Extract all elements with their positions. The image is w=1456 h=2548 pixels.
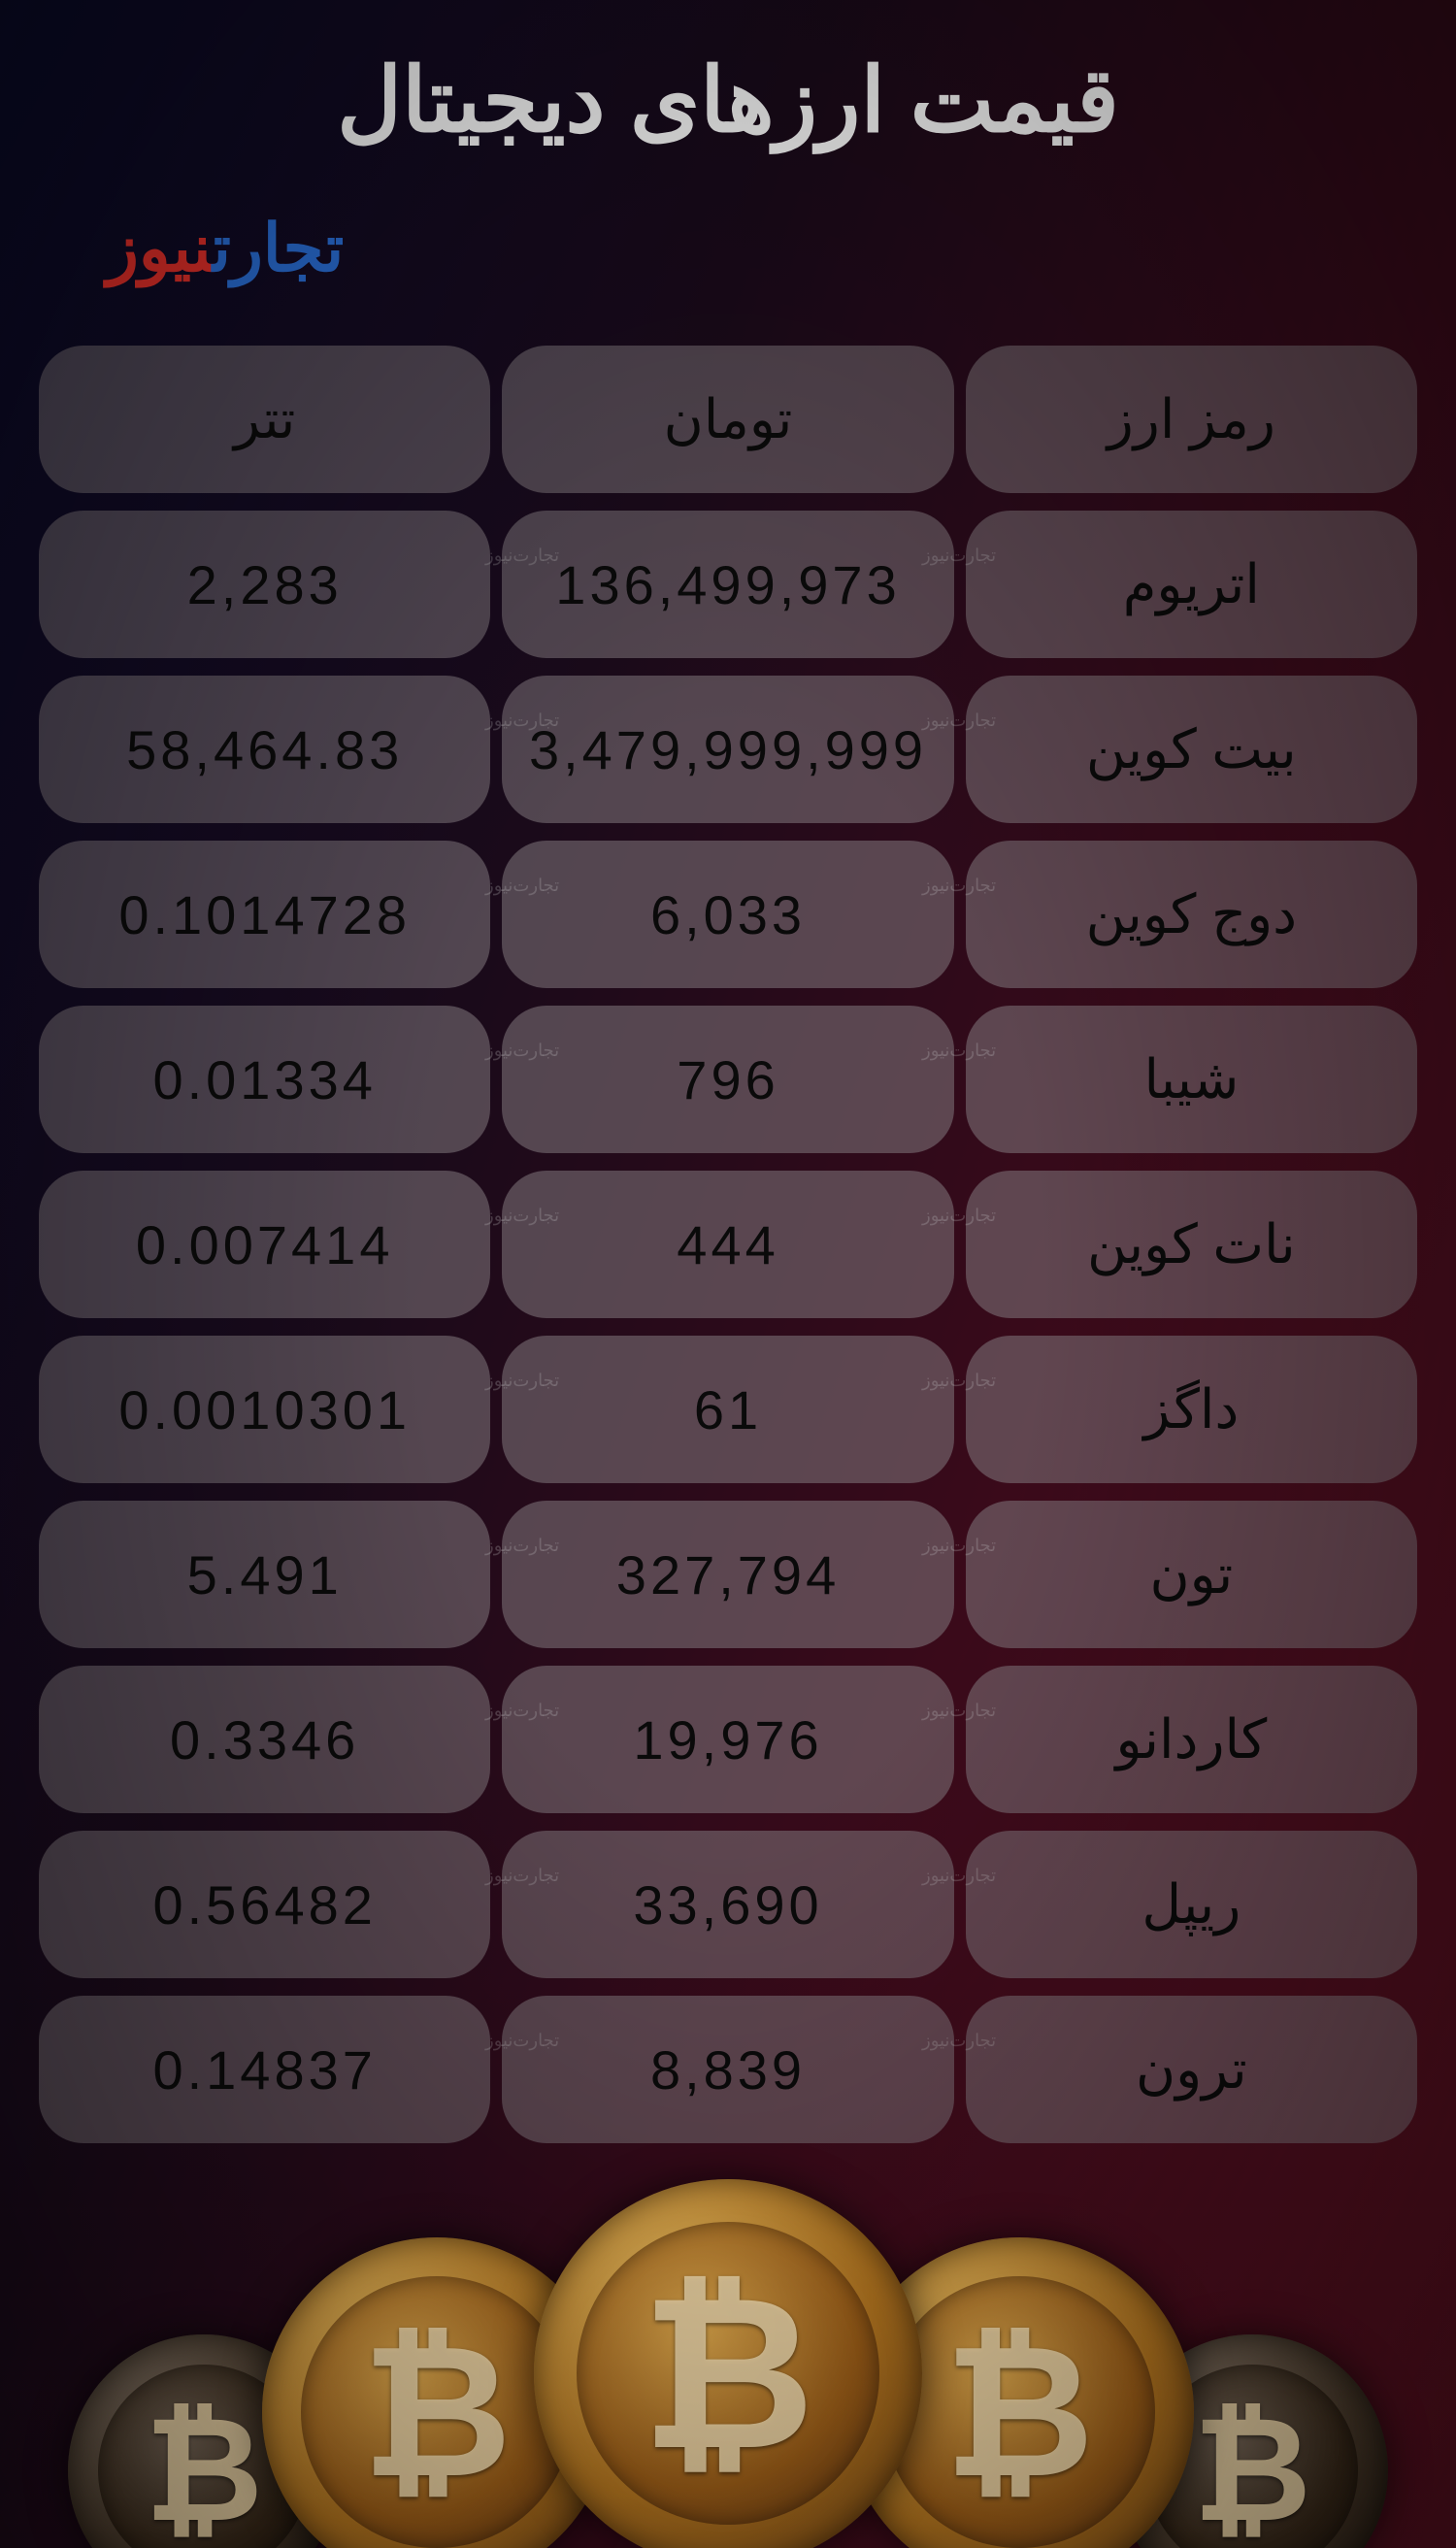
watermark: تجارت‌نیوز xyxy=(485,1701,559,1721)
currency-name: داگز xyxy=(966,1336,1417,1483)
currency-name: ریپل xyxy=(966,1831,1417,1978)
watermark: تجارت‌نیوز xyxy=(485,1041,559,1061)
currency-name: ترون xyxy=(966,1996,1417,2143)
watermark: تجارت‌نیوز xyxy=(485,1371,559,1391)
currency-name: تون xyxy=(966,1501,1417,1648)
table-row: بیت کوین 3,479,999,999 58,464.83 xyxy=(39,676,1417,823)
price-tether: 0.0010301 xyxy=(39,1336,490,1483)
price-toman: 327,794 xyxy=(502,1501,953,1648)
watermark: تجارت‌نیوز xyxy=(922,1536,996,1556)
watermark: تجارت‌نیوز xyxy=(922,2031,996,2051)
table-row: ریپل 33,690 0.56482 xyxy=(39,1831,1417,1978)
table-row: کاردانو 19,976 0.3346 xyxy=(39,1666,1417,1813)
watermark: تجارت‌نیوز xyxy=(485,546,559,566)
price-tether: 2,283 xyxy=(39,511,490,658)
price-toman: 61 xyxy=(502,1336,953,1483)
table-row: شیبا 796 0.01334 xyxy=(39,1006,1417,1153)
price-tether: 5.491 xyxy=(39,1501,490,1648)
table-row: نات کوین 444 0.007414 xyxy=(39,1171,1417,1318)
watermark: تجارت‌نیوز xyxy=(922,1701,996,1721)
watermark: تجارت‌نیوز xyxy=(922,1041,996,1061)
price-tether: 0.01334 xyxy=(39,1006,490,1153)
table-header-row: رمز ارز تومان تتر xyxy=(39,346,1417,493)
watermark: تجارت‌نیوز xyxy=(922,1866,996,1886)
currency-name: نات کوین xyxy=(966,1171,1417,1318)
price-toman: 8,839 xyxy=(502,1996,953,2143)
price-toman: 136,499,973 xyxy=(502,511,953,658)
currency-name: شیبا xyxy=(966,1006,1417,1153)
price-toman: 19,976 xyxy=(502,1666,953,1813)
table-row: اتریوم 136,499,973 2,283 xyxy=(39,511,1417,658)
logo-part-2: نیوز xyxy=(107,212,213,285)
watermark: تجارت‌نیوز xyxy=(485,2031,559,2051)
page-title: قیمت ارزهای دیجیتال xyxy=(39,49,1417,152)
crypto-price-table: رمز ارز تومان تتر اتریوم 136,499,973 2,2… xyxy=(39,346,1417,2143)
col-header-tether: تتر xyxy=(39,346,490,493)
watermark: تجارت‌نیوز xyxy=(922,1371,996,1391)
currency-name: اتریوم xyxy=(966,511,1417,658)
currency-name: کاردانو xyxy=(966,1666,1417,1813)
price-tether: 0.3346 xyxy=(39,1666,490,1813)
price-tether: 58,464.83 xyxy=(39,676,490,823)
watermark: تجارت‌نیوز xyxy=(922,876,996,896)
table-row: ترون 8,839 0.14837 xyxy=(39,1996,1417,2143)
price-toman: 444 xyxy=(502,1171,953,1318)
currency-name: بیت کوین xyxy=(966,676,1417,823)
watermark: تجارت‌نیوز xyxy=(485,1866,559,1886)
price-tether: 0.007414 xyxy=(39,1171,490,1318)
table-row: دوج کوین 6,033 0.1014728 xyxy=(39,841,1417,988)
watermark: تجارت‌نیوز xyxy=(922,546,996,566)
watermark: تجارت‌نیوز xyxy=(485,711,559,731)
price-tether: 0.1014728 xyxy=(39,841,490,988)
price-tether: 0.14837 xyxy=(39,1996,490,2143)
watermark: تجارت‌نیوز xyxy=(922,1206,996,1226)
table-row: تون 327,794 5.491 xyxy=(39,1501,1417,1648)
brand-logo: تجارتنیوز xyxy=(107,211,1417,287)
currency-name: دوج کوین xyxy=(966,841,1417,988)
col-header-toman: تومان xyxy=(502,346,953,493)
price-toman: 6,033 xyxy=(502,841,953,988)
price-toman: 33,690 xyxy=(502,1831,953,1978)
price-tether: 0.56482 xyxy=(39,1831,490,1978)
watermark: تجارت‌نیوز xyxy=(485,1206,559,1226)
watermark: تجارت‌نیوز xyxy=(922,711,996,731)
watermark: تجارت‌نیوز xyxy=(485,876,559,896)
price-toman: 796 xyxy=(502,1006,953,1153)
price-toman: 3,479,999,999 xyxy=(502,676,953,823)
table-row: داگز 61 0.0010301 xyxy=(39,1336,1417,1483)
logo-part-1: تجارت xyxy=(213,212,344,285)
watermark: تجارت‌نیوز xyxy=(485,1536,559,1556)
col-header-currency: رمز ارز xyxy=(966,346,1417,493)
